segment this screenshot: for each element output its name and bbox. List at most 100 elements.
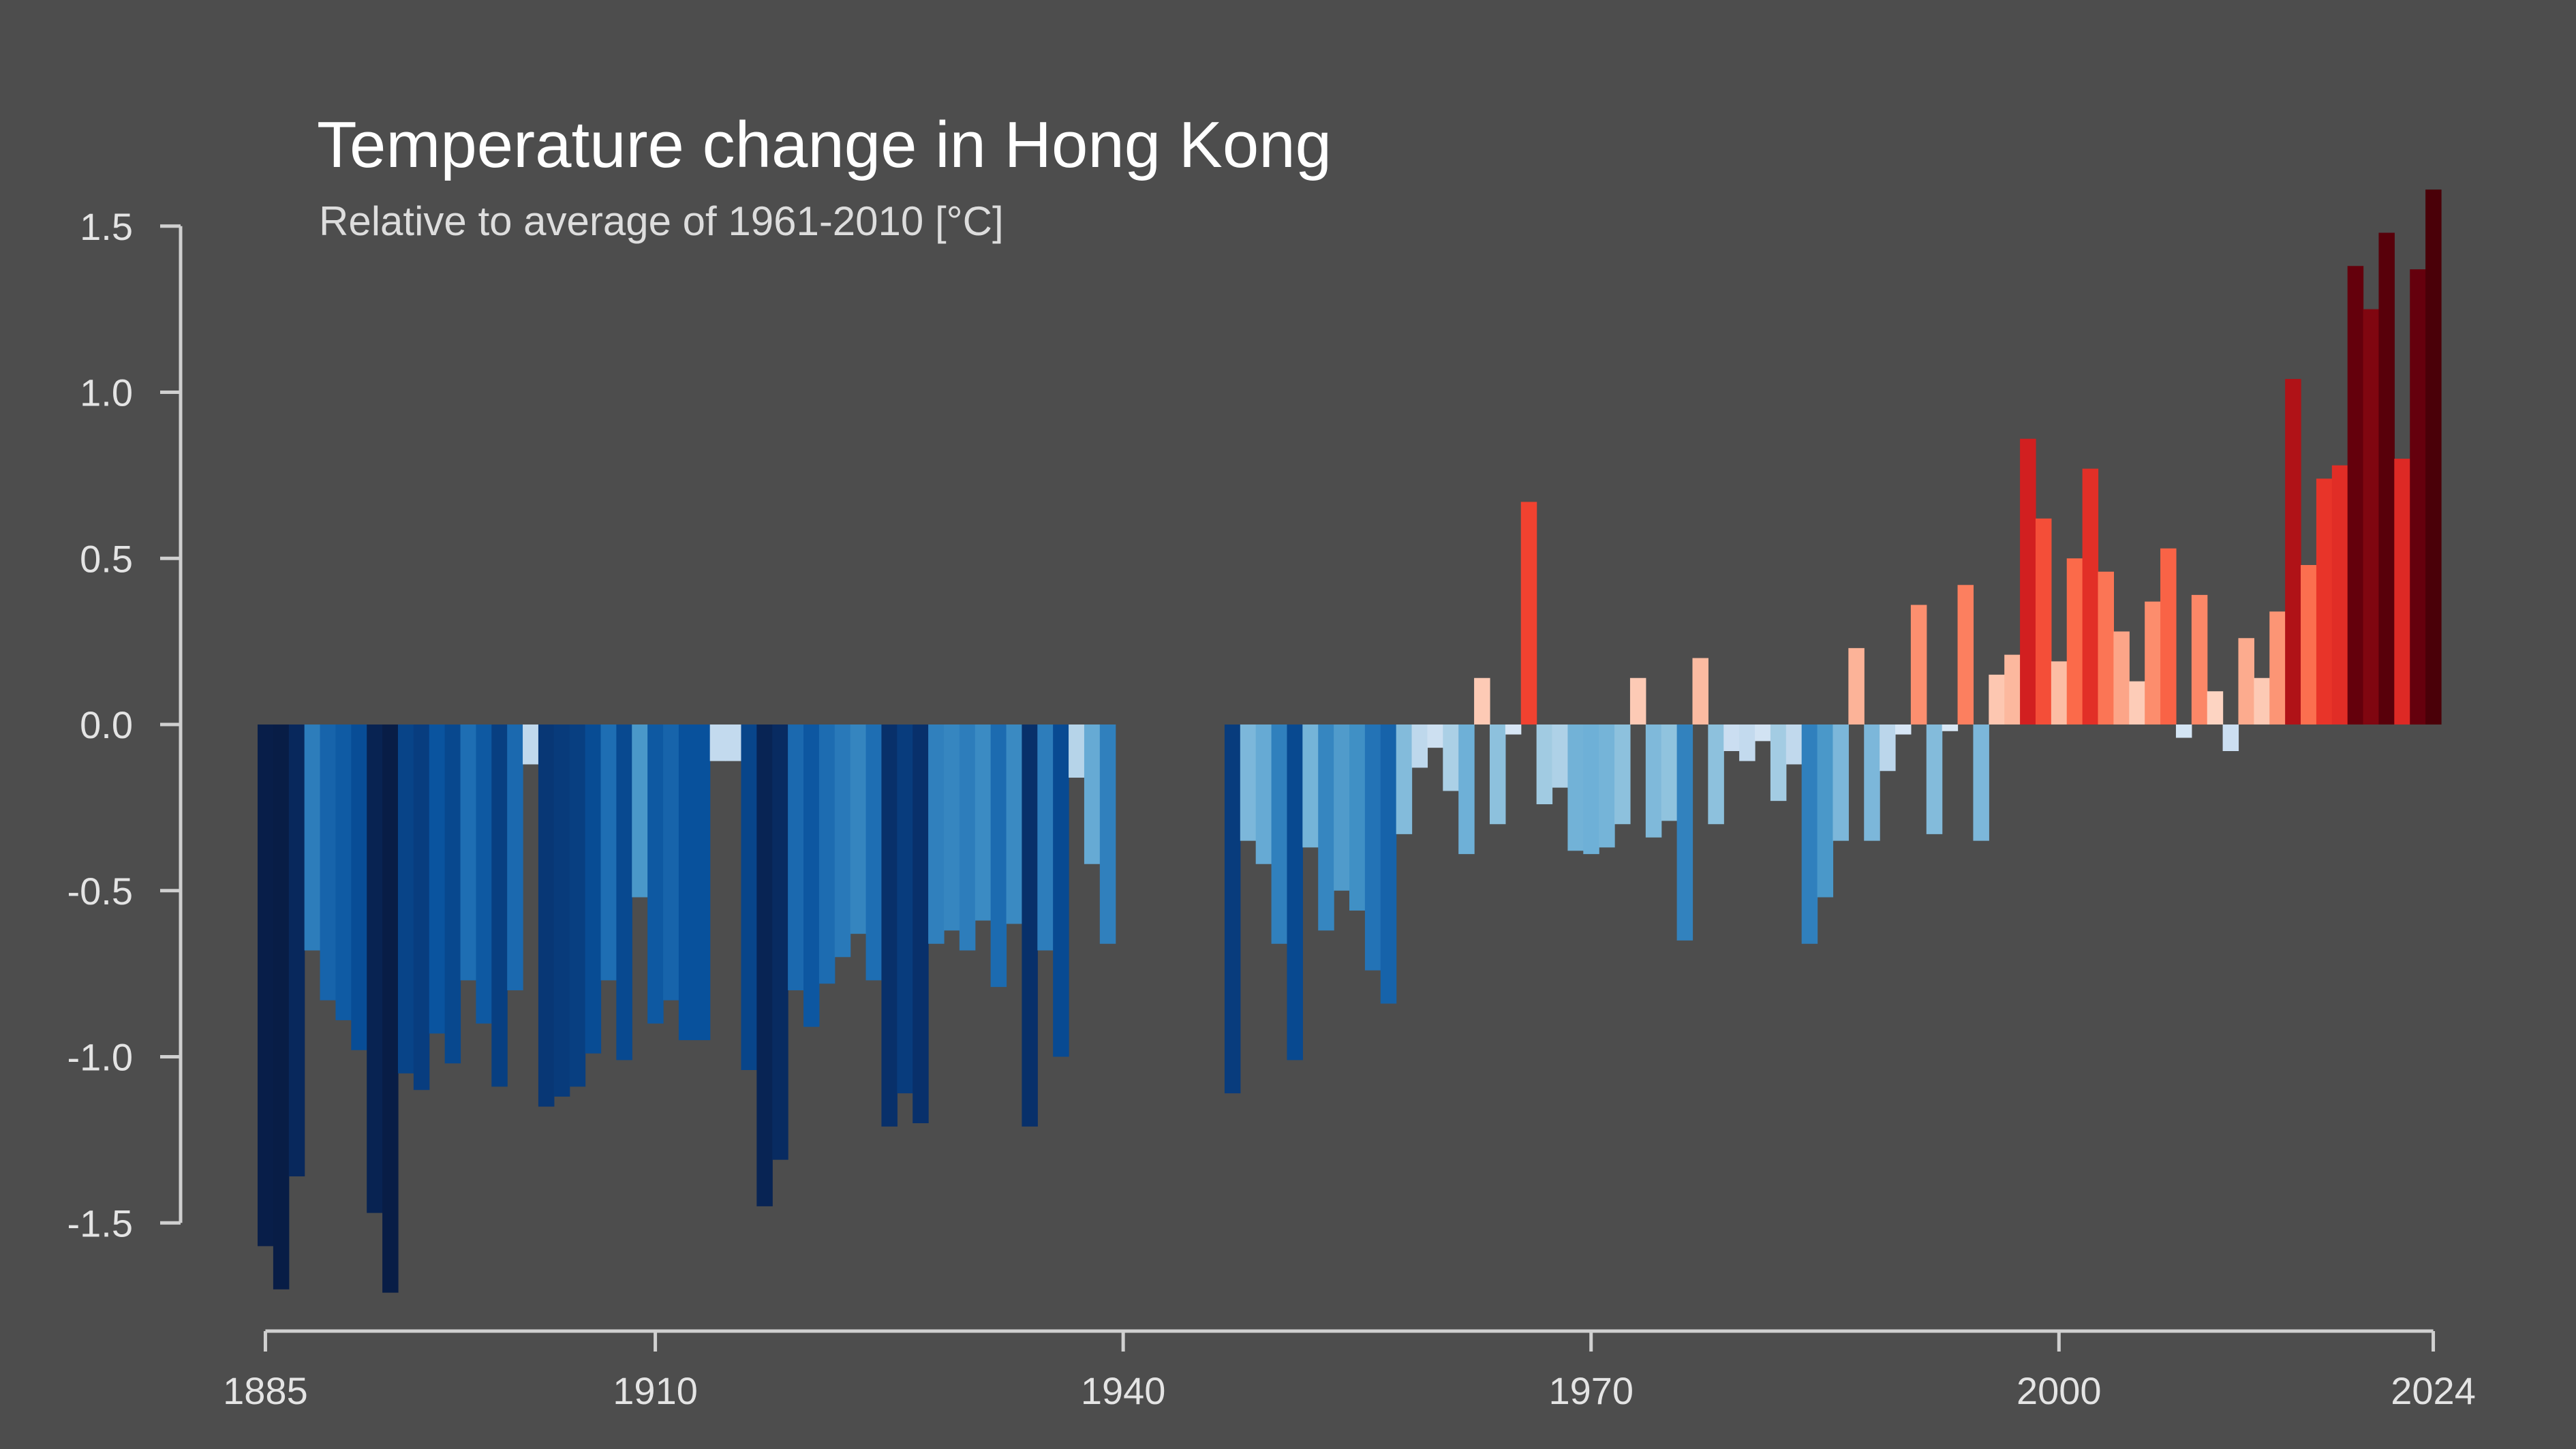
bar-2002 [2082, 468, 2099, 725]
bar-1976 [1676, 724, 1693, 941]
bar-2020 [2363, 309, 2380, 725]
bar-1916 [741, 724, 757, 1070]
bar-1909 [632, 724, 648, 898]
bar-1937 [1069, 724, 1085, 778]
x-tick-label: 1940 [1081, 1369, 1166, 1412]
bar-1921 [818, 724, 835, 984]
bar-1969 [1567, 724, 1584, 851]
bar-1973 [1629, 677, 1646, 724]
bar-1914 [709, 724, 726, 761]
bar-2008 [2175, 724, 2192, 738]
y-tick-label: 0.5 [80, 537, 133, 580]
bar-2001 [2066, 558, 2083, 724]
bar-2005 [2129, 681, 2145, 725]
bar-1930 [959, 724, 976, 951]
bar-1961 [1443, 724, 1459, 791]
chart-subtitle: Relative to average of 1961-2010 [°C] [319, 198, 1004, 244]
bar-1951 [1287, 724, 1303, 1061]
x-tick-label: 1970 [1548, 1369, 1634, 1412]
bar-2023 [2410, 269, 2426, 725]
bar-2019 [2347, 266, 2364, 724]
x-tick-label: 1885 [223, 1369, 308, 1412]
bar-1965 [1505, 724, 1522, 735]
bar-1932 [990, 724, 1007, 988]
bar-1964 [1489, 724, 1506, 825]
bar-1925 [881, 724, 898, 1127]
bar-1901 [507, 724, 523, 990]
bar-1935 [1037, 724, 1054, 951]
bar-2013 [2254, 677, 2270, 724]
bar-1948 [1240, 724, 1257, 841]
bar-2024 [2425, 189, 2442, 725]
bar-1980 [1739, 724, 1755, 761]
bar-1894 [397, 724, 414, 1073]
bar-1998 [2020, 438, 2036, 724]
bar-1991 [1910, 605, 1927, 724]
bar-1924 [865, 724, 883, 981]
bar-1993 [1942, 724, 1959, 731]
y-tick-label: -0.5 [67, 870, 134, 913]
bar-1897 [444, 724, 461, 1064]
x-tick-label: 1910 [613, 1369, 698, 1412]
bar-1920 [803, 724, 820, 1027]
bar-2009 [2191, 594, 2208, 725]
bar-1949 [1255, 724, 1272, 864]
bar-1999 [2035, 518, 2052, 724]
bar-1990 [1895, 724, 1912, 735]
bar-1958 [1396, 724, 1413, 834]
bar-1885 [258, 724, 274, 1247]
bar-1983 [1785, 724, 1803, 765]
y-axis: -1.5 -1.0 -0.5 0.0 0.5 1.0 1.5 [67, 205, 183, 1245]
bar-2015 [2285, 379, 2301, 724]
bar-1891 [351, 724, 367, 1050]
bar-1947 [1224, 724, 1241, 1094]
bar-1927 [913, 724, 929, 1123]
bar-1886 [273, 724, 290, 1290]
bar-1972 [1614, 724, 1631, 825]
bar-1979 [1723, 724, 1740, 751]
bar-2018 [2331, 465, 2348, 724]
bar-2004 [2113, 631, 2130, 724]
bar-1966 [1520, 502, 1537, 725]
bar-1974 [1645, 724, 1662, 838]
bar-1992 [1926, 724, 1943, 834]
chart-title: Temperature change in Hong Kong [317, 108, 1332, 181]
bar-1896 [429, 724, 446, 1034]
bar-1902 [523, 724, 539, 765]
bar-2010 [2207, 691, 2224, 724]
bar-1996 [1989, 674, 2005, 725]
bar-1931 [975, 724, 992, 921]
bar-1915 [725, 724, 742, 761]
bar-1899 [476, 724, 492, 1024]
bar-1939 [1099, 724, 1116, 944]
bar-1957 [1380, 724, 1397, 1004]
bar-2000 [2051, 661, 2068, 725]
bar-1975 [1661, 724, 1678, 821]
bar-1977 [1692, 658, 1708, 724]
bar-1919 [788, 724, 804, 990]
bar-1903 [538, 724, 555, 1107]
bar-1900 [491, 724, 508, 1087]
bar-1923 [850, 724, 867, 934]
bar-1981 [1755, 724, 1771, 742]
bar-1922 [834, 724, 851, 958]
bar-1936 [1053, 724, 1069, 1057]
bar-1933 [1006, 724, 1022, 924]
bar-1926 [897, 724, 913, 1094]
bar-2003 [2098, 571, 2114, 724]
bar-1889 [320, 724, 337, 1001]
bar-1908 [616, 724, 632, 1061]
y-tick-label: 1.0 [80, 371, 133, 414]
bar-2016 [2301, 565, 2317, 724]
bar-1984 [1801, 724, 1818, 944]
bar-1989 [1880, 724, 1896, 772]
bar-2014 [2269, 611, 2286, 724]
bar-1997 [2004, 654, 2021, 725]
y-tick-label: -1.5 [67, 1202, 134, 1245]
bar-1890 [335, 724, 352, 1020]
bar-1967 [1536, 724, 1553, 804]
y-tick-label: 0.0 [80, 703, 133, 746]
bar-1895 [413, 724, 430, 1090]
bar-2012 [2238, 638, 2254, 724]
